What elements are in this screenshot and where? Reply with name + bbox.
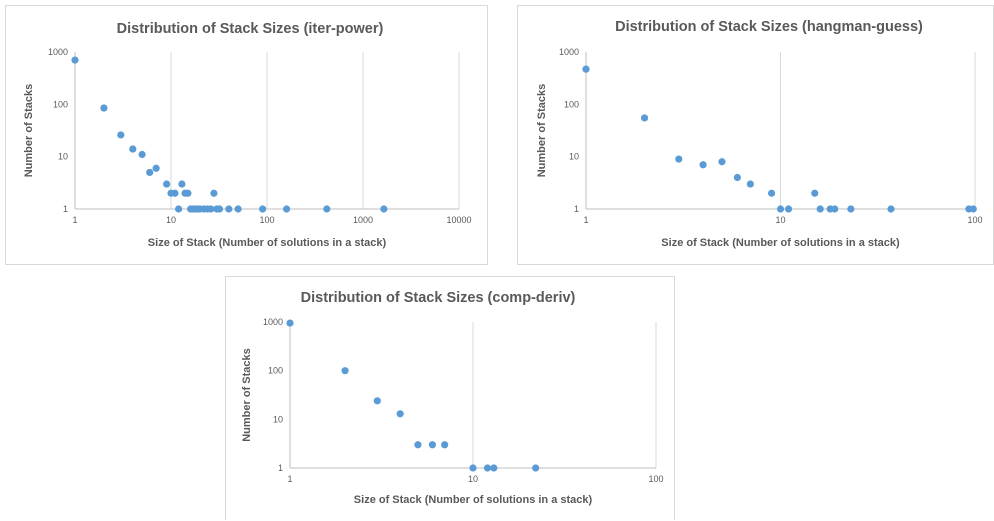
data-point bbox=[469, 464, 477, 472]
data-point bbox=[207, 205, 215, 213]
x-tick-label: 1 bbox=[583, 215, 588, 225]
data-point bbox=[784, 205, 793, 213]
chart-title: Distribution of Stack Sizes (hangman-gue… bbox=[615, 19, 923, 35]
data-point bbox=[225, 205, 233, 213]
y-tick-label: 1 bbox=[278, 463, 283, 473]
data-point bbox=[483, 464, 492, 472]
data-point bbox=[146, 168, 154, 177]
data-point bbox=[178, 180, 186, 188]
y-tick-label: 10 bbox=[569, 152, 579, 162]
x-axis-title: Size of Stack (Number of solutions in a … bbox=[661, 237, 900, 249]
data-point bbox=[969, 205, 977, 213]
data-point bbox=[887, 205, 895, 213]
data-point bbox=[776, 205, 785, 213]
data-point bbox=[163, 180, 171, 188]
chart-comp-deriv: 1 10 100 1 10 100 1000 Distribution of Stack Si… bbox=[241, 290, 664, 506]
x-tick-label: 10 bbox=[468, 474, 478, 484]
data-point bbox=[175, 205, 183, 213]
data-point bbox=[286, 319, 294, 327]
y-tick-label: 100 bbox=[268, 366, 283, 376]
data-point bbox=[152, 164, 160, 172]
chart-panel-iter-power: 1 10 100 1000 10000 1 10 100 1000 Distribution of… bbox=[5, 5, 488, 265]
data-point bbox=[373, 397, 381, 405]
data-point bbox=[414, 441, 422, 449]
data-point bbox=[847, 205, 855, 213]
data-point bbox=[675, 155, 683, 163]
data-point bbox=[768, 189, 776, 197]
x-tick-label: 10 bbox=[775, 215, 785, 225]
y-axis-title: Number of Stacks bbox=[241, 348, 253, 442]
x-tick-label: 1 bbox=[72, 215, 77, 225]
x-tick-label: 10 bbox=[166, 215, 176, 225]
data-point bbox=[441, 441, 449, 449]
x-tick-label: 10000 bbox=[446, 215, 471, 225]
x-tick-label: 100 bbox=[967, 215, 982, 225]
chart-panel-comp-deriv: 1 10 100 1 10 100 1000 Distribution of Stack Si… bbox=[225, 276, 675, 520]
data-point bbox=[129, 145, 137, 153]
x-tick-label: 100 bbox=[648, 474, 663, 484]
data-point bbox=[184, 189, 192, 197]
data-point bbox=[100, 104, 108, 112]
x-tick-label: 100 bbox=[259, 215, 274, 225]
data-point bbox=[746, 180, 754, 188]
chart-hangman-guess: 1 10 100 1 10 100 1000 Distribution of Stack Si… bbox=[536, 19, 983, 249]
y-tick-label: 1000 bbox=[48, 47, 68, 57]
data-point bbox=[210, 189, 218, 197]
data-point bbox=[490, 464, 498, 472]
data-point bbox=[341, 367, 349, 375]
data-point bbox=[532, 464, 540, 472]
data-point bbox=[699, 161, 707, 169]
chart-title: Distribution of Stack Sizes (comp-deriv) bbox=[301, 290, 576, 306]
data-point bbox=[117, 131, 125, 139]
chart-title: Distribution of Stack Sizes (iter-power) bbox=[117, 21, 384, 37]
data-point bbox=[71, 56, 79, 64]
y-tick-label: 1000 bbox=[559, 47, 579, 57]
y-tick-label: 1 bbox=[574, 204, 579, 214]
data-point bbox=[215, 205, 224, 213]
data-point bbox=[259, 205, 267, 213]
data-point bbox=[816, 205, 824, 213]
x-axis-title: Size of Stack (Number of solutions in a … bbox=[148, 237, 387, 249]
data-point bbox=[171, 189, 179, 197]
y-tick-label: 10 bbox=[58, 152, 68, 162]
data-point bbox=[234, 205, 242, 213]
data-point bbox=[138, 150, 146, 159]
data-point bbox=[396, 410, 404, 418]
y-tick-label: 10 bbox=[273, 414, 283, 424]
y-tick-label: 1 bbox=[63, 204, 68, 214]
y-axis-title: Number of Stacks bbox=[23, 84, 35, 178]
chart-panel-hangman-guess: 1 10 100 1 10 100 1000 Distribution of Stack Si… bbox=[517, 5, 994, 265]
y-tick-label: 100 bbox=[564, 99, 579, 109]
y-axis-title: Number of Stacks bbox=[536, 84, 548, 178]
data-point bbox=[718, 158, 726, 166]
data-point bbox=[811, 189, 819, 197]
data-point bbox=[640, 114, 649, 122]
x-axis-title: Size of Stack (Number of solutions in a … bbox=[354, 494, 593, 506]
y-tick-label: 1000 bbox=[263, 317, 283, 327]
x-tick-label: 1 bbox=[287, 474, 292, 484]
data-point bbox=[428, 441, 437, 449]
data-point bbox=[323, 205, 331, 213]
x-tick-label: 1000 bbox=[353, 215, 373, 225]
data-point bbox=[831, 205, 839, 213]
y-tick-label: 100 bbox=[53, 99, 68, 109]
data-point bbox=[282, 205, 291, 213]
data-point bbox=[733, 173, 741, 182]
chart-iter-power: 1 10 100 1000 10000 1 10 100 1000 Distribution of… bbox=[23, 21, 472, 249]
data-point bbox=[380, 205, 388, 213]
data-point bbox=[582, 65, 590, 73]
